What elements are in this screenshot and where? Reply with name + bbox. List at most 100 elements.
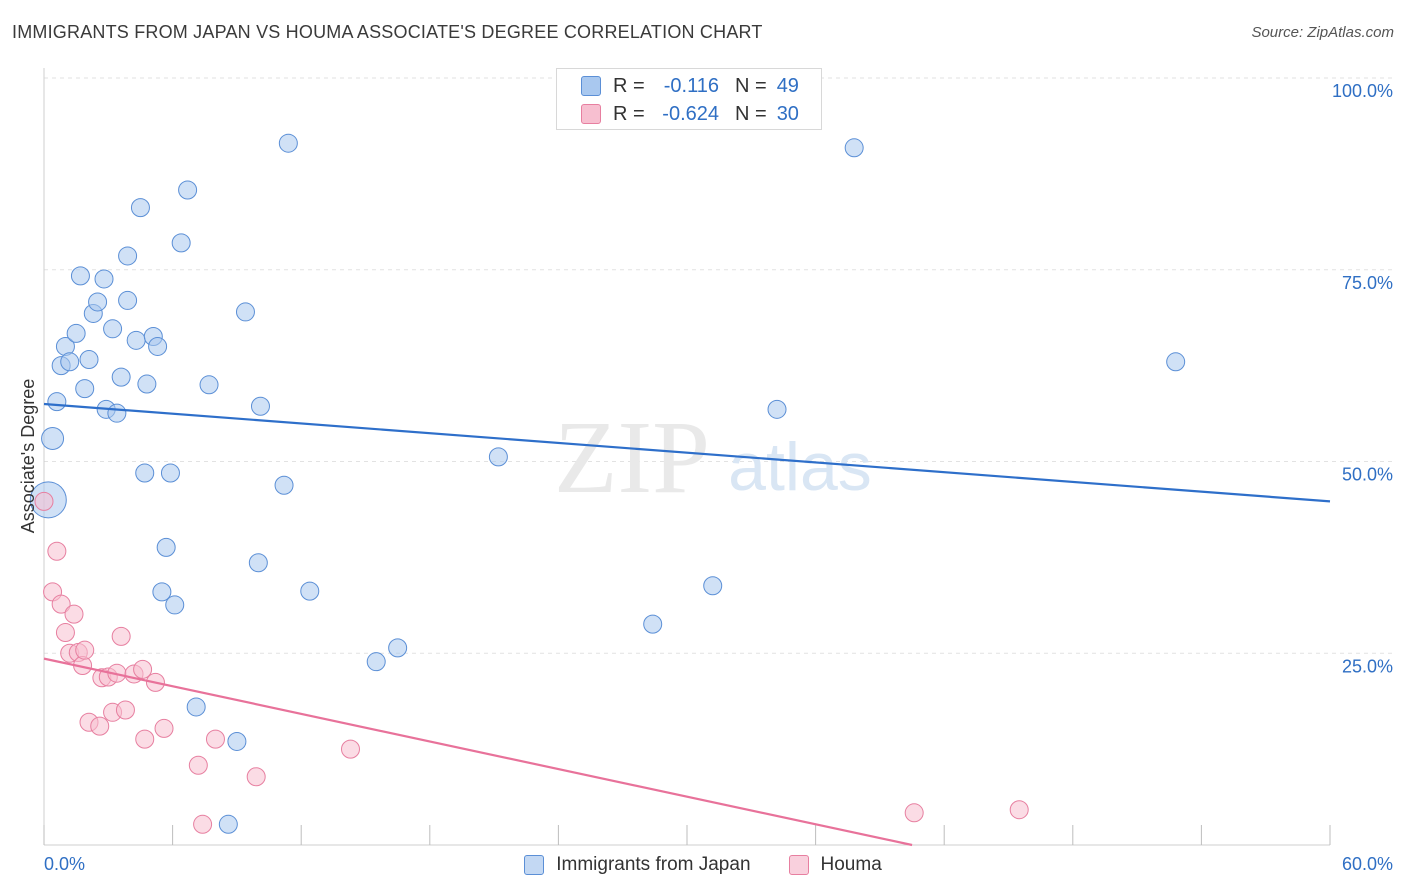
- n-value: 30: [776, 102, 799, 125]
- japan-point: [388, 638, 408, 658]
- houma-point: [154, 718, 174, 738]
- japan-trend-line: [43, 402, 1331, 503]
- japan-point: [488, 447, 508, 467]
- houma-point: [904, 803, 924, 823]
- houma-point: [64, 604, 84, 624]
- japan-point: [160, 463, 180, 483]
- japan-point: [60, 352, 80, 372]
- japan-point: [178, 180, 198, 200]
- japan-point: [274, 475, 294, 495]
- y-tick-label: 75.0%: [1342, 273, 1393, 293]
- n-label: N =: [735, 74, 767, 97]
- japan-point: [171, 233, 191, 253]
- japan-point: [227, 731, 247, 751]
- houma-point: [133, 659, 153, 679]
- japan-point: [165, 595, 185, 615]
- japan-point: [47, 392, 67, 412]
- japan-point: [156, 537, 176, 557]
- houma-point: [51, 594, 71, 614]
- houma-point: [193, 814, 213, 834]
- japan-point: [643, 614, 663, 634]
- japan-point: [235, 302, 255, 322]
- axis-labels: 25.0% 50.0% 75.0% 100.0% 0.0% 60.0% Associate'…: [18, 81, 1393, 874]
- japan-point: [66, 323, 86, 343]
- x-tick-label-min: 0.0%: [44, 854, 85, 874]
- japan-point: [366, 652, 386, 672]
- houma-trend-line: [43, 657, 913, 847]
- japan-legend-swatch: [524, 855, 545, 875]
- legend-label-houma: Houma: [820, 854, 882, 875]
- series-legend: Immigrants from Japan Houma: [0, 851, 1406, 879]
- houma-point: [111, 626, 131, 646]
- source-label: Source: ZipAtlas.com: [1251, 24, 1394, 41]
- japan-point: [767, 399, 787, 419]
- data-points: [29, 133, 1186, 834]
- y-tick-label: 100.0%: [1332, 81, 1393, 101]
- houma-point: [1009, 800, 1029, 820]
- japan-point: [118, 290, 138, 310]
- japan-point: [137, 374, 157, 394]
- japan-point: [218, 814, 238, 834]
- japan-point: [186, 697, 206, 717]
- houma-point: [205, 729, 225, 749]
- y-tick-label: 50.0%: [1342, 465, 1393, 485]
- r-label: R =: [613, 102, 645, 125]
- japan-point: [1166, 352, 1186, 372]
- houma-point: [75, 640, 95, 660]
- houma-point: [115, 700, 135, 720]
- houma-point: [246, 767, 266, 787]
- japan-point: [41, 426, 65, 450]
- legend-item-japan[interactable]: Immigrants from Japan: [524, 854, 751, 876]
- x-tick-label-max: 60.0%: [1342, 854, 1393, 874]
- n-label: N =: [735, 102, 767, 125]
- japan-point: [75, 379, 95, 399]
- japan-point: [199, 375, 219, 395]
- r-value: -0.624: [662, 102, 719, 125]
- watermark: ZIP atlas: [554, 400, 872, 515]
- n-value: 49: [776, 74, 799, 97]
- houma-point: [47, 541, 67, 561]
- trend-lines: [43, 402, 1331, 847]
- legend-item-houma[interactable]: Houma: [788, 854, 882, 876]
- gridlines: [44, 77, 1392, 654]
- houma-point: [340, 739, 360, 759]
- japan-point: [107, 403, 127, 423]
- houma-point: [135, 729, 155, 749]
- r-value: -0.116: [663, 74, 719, 97]
- houma-point: [188, 755, 208, 775]
- japan-point: [250, 396, 270, 416]
- houma-point: [34, 491, 54, 511]
- japan-point: [88, 292, 108, 312]
- stats-legend: R = -0.116 N = 49 R = -0.624 N = 30: [556, 68, 822, 130]
- japan-swatch: [581, 76, 601, 96]
- japan-point: [103, 319, 123, 339]
- houma-point: [90, 716, 110, 736]
- japan-point: [79, 349, 99, 369]
- japan-point: [126, 330, 146, 350]
- japan-point: [118, 246, 138, 266]
- houma-legend-swatch: [788, 855, 809, 875]
- houma-point: [55, 623, 75, 643]
- japan-point: [130, 198, 150, 218]
- japan-point: [111, 367, 131, 387]
- watermark-atlas: atlas: [728, 429, 872, 505]
- stats-row-japan: R = -0.116 N = 49: [581, 73, 799, 99]
- japan-point: [248, 553, 268, 573]
- legend-label-japan: Immigrants from Japan: [556, 854, 751, 875]
- stats-row-houma: R = -0.624 N = 30: [581, 101, 799, 127]
- houma-swatch: [581, 104, 601, 124]
- japan-point: [703, 576, 723, 596]
- axes: [43, 68, 1331, 846]
- japan-point: [844, 138, 864, 158]
- japan-point: [278, 133, 298, 153]
- r-label: R =: [613, 74, 645, 97]
- watermark-zip: ZIP: [554, 400, 710, 515]
- japan-point: [70, 266, 90, 286]
- japan-point: [152, 582, 172, 602]
- japan-point: [94, 269, 114, 289]
- japan-point: [135, 463, 155, 483]
- japan-point: [300, 581, 320, 601]
- japan-point: [148, 336, 168, 356]
- y-tick-label: 25.0%: [1342, 656, 1393, 676]
